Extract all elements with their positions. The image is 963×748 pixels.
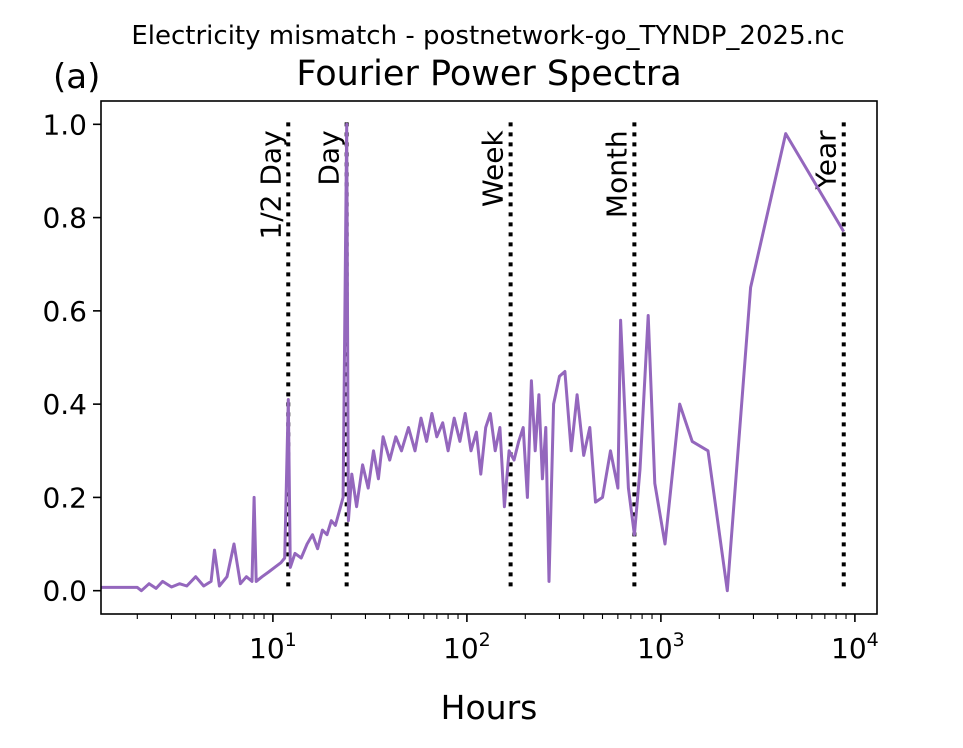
y-tick-label-3: 0.6 [42, 295, 87, 328]
y-tick-label-1: 0.2 [42, 481, 87, 514]
y-tick-label-4: 0.8 [42, 202, 87, 235]
x-axis-label: Hours [441, 688, 538, 727]
ref-label-1: Day [313, 130, 346, 185]
panel-label: (a) [53, 57, 100, 97]
y-axis-ticks: 0.0 0.2 0.4 0.6 0.8 1.0 [42, 108, 101, 608]
x-tick-label-3: 104 [831, 629, 879, 665]
ref-label-3: Month [600, 130, 633, 218]
series-line-0 [101, 122, 845, 593]
plot-frame [100, 100, 878, 615]
x-axis-ticks: 101 102 103 104 [136, 614, 879, 665]
ref-label-2: Week [477, 130, 510, 207]
x-tick-label-2: 103 [637, 629, 685, 665]
x-tick-label-0: 101 [249, 629, 297, 665]
y-tick-label-5: 1.0 [42, 108, 87, 141]
chart-suptitle: Electricity mismatch - postnetwork-go_TY… [131, 21, 844, 51]
reference-lines: 1/2 Day Day Week Month Year [254, 122, 846, 591]
series-layer [101, 122, 845, 593]
chart-title: Fourier Power Spectra [296, 54, 681, 94]
y-tick-label-2: 0.4 [42, 388, 87, 421]
ref-label-4: Year [810, 130, 843, 191]
y-tick-label-0: 0.0 [42, 575, 87, 608]
x-tick-label-1: 102 [443, 629, 491, 665]
ref-label-0: 1/2 Day [254, 130, 287, 239]
